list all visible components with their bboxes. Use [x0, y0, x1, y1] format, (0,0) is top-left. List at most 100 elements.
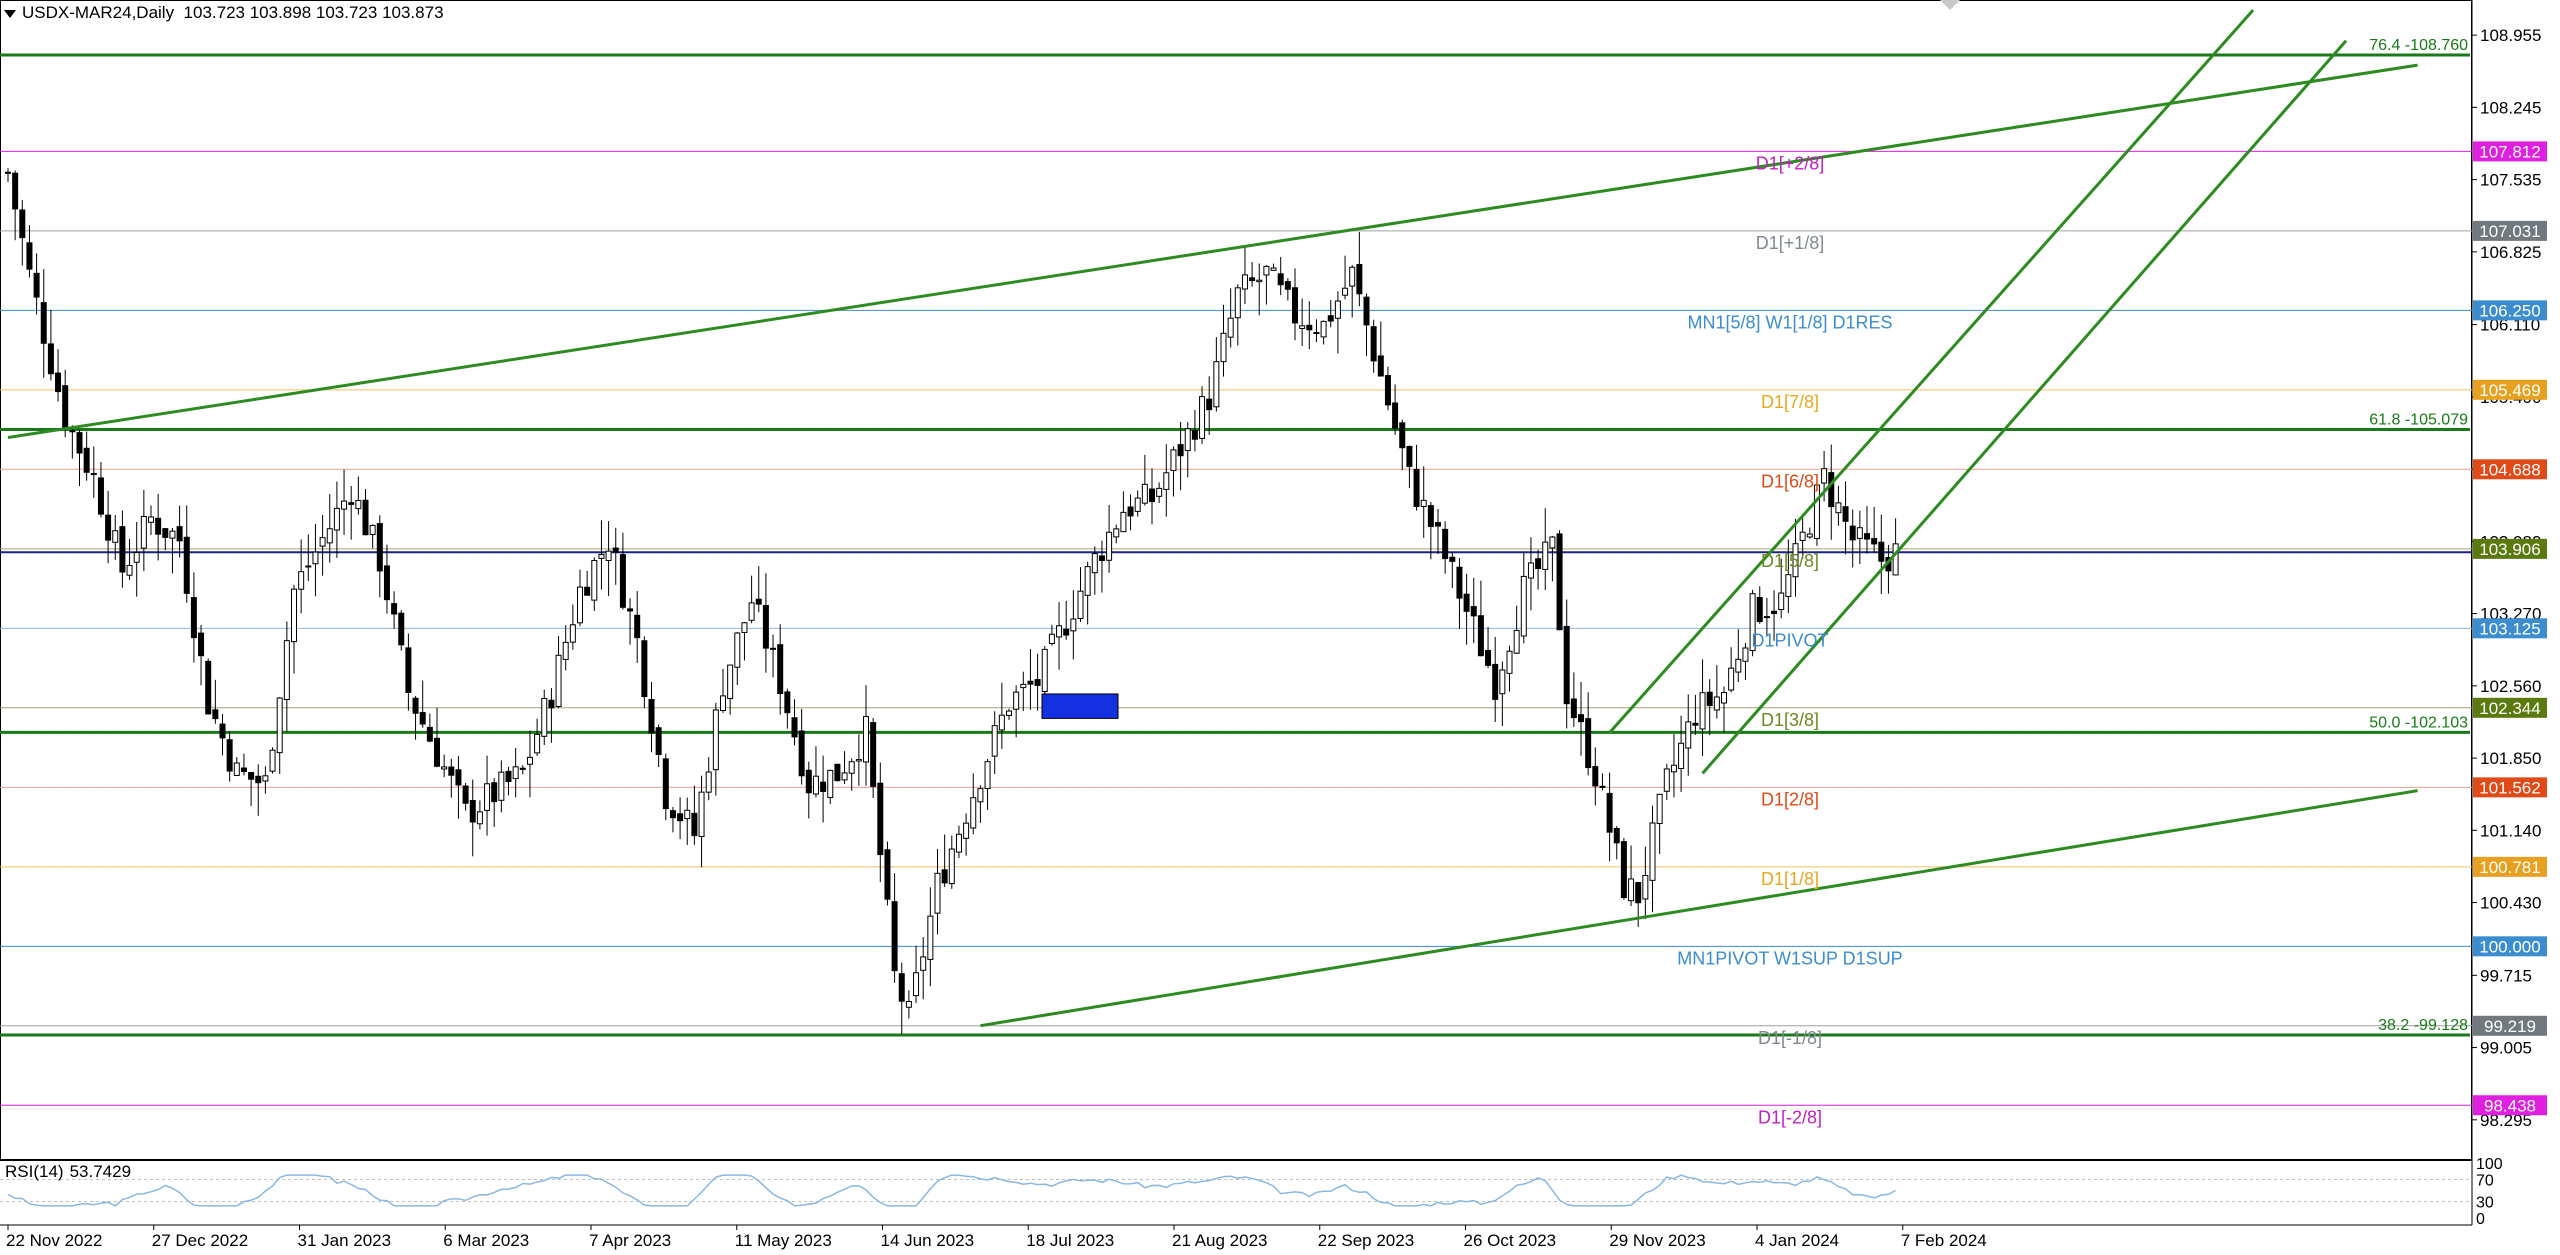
rsi-line [7, 1174, 1896, 1207]
ohlc-values: 103.723 103.898 103.723 103.873 [183, 3, 444, 22]
candle-body [712, 709, 719, 771]
candle-body [905, 1001, 912, 1008]
candle-body [598, 553, 605, 559]
candle-body [1249, 277, 1256, 282]
candle-body [276, 697, 283, 754]
candle-body [1241, 274, 1248, 290]
chart-title: USDX-MAR24,Daily 103.723 103.898 103.723… [4, 2, 444, 24]
candle-body [741, 622, 748, 633]
level-price-tag [2473, 856, 2547, 877]
collapse-triangle-icon[interactable] [4, 9, 16, 18]
candle-body [76, 432, 83, 454]
trend-line[interactable] [1608, 9, 2255, 734]
candle-body [469, 800, 476, 823]
candle-body [1413, 468, 1420, 507]
level-label: D1PIVOT [1751, 630, 1828, 650]
candle-body [19, 209, 26, 239]
shift-marker-icon[interactable] [1940, 0, 1960, 10]
candle-body [834, 763, 841, 782]
trend-line[interactable] [7, 63, 2418, 440]
level-price-tag-text: 98.438 [2484, 1096, 2536, 1115]
candle-body [1492, 663, 1499, 700]
candle-body [984, 761, 991, 790]
candle-body [641, 640, 648, 698]
candle-body [419, 712, 426, 725]
candle-body [762, 604, 769, 649]
candle-body [1778, 592, 1785, 611]
candle-body [555, 654, 562, 708]
candle-body [1384, 375, 1391, 406]
candle-body [1527, 562, 1534, 579]
candle-body [1613, 828, 1620, 844]
candle-body [1756, 596, 1763, 623]
level-price-tag [2473, 697, 2547, 718]
candle-body [455, 769, 462, 786]
candle-body [262, 775, 269, 782]
time-tick-label: 22 Nov 2022 [6, 1231, 102, 1250]
candle-body [383, 565, 390, 601]
candle-body [219, 723, 226, 739]
candle-body [298, 571, 305, 590]
candle-body [1149, 488, 1155, 502]
candle-body [1056, 625, 1063, 638]
time-tick-label: 7 Apr 2023 [589, 1231, 671, 1250]
candle-body [112, 530, 119, 543]
candle-body [648, 699, 655, 734]
candle-body [283, 640, 290, 701]
candle-body [312, 551, 319, 565]
candle-body [1835, 502, 1842, 514]
candle-body [1864, 533, 1870, 540]
symbol-timeframe: USDX-MAR24,Daily [22, 3, 175, 22]
candle-body [927, 915, 934, 960]
candle-body [1599, 785, 1606, 788]
candle-body [462, 785, 469, 804]
candle-body [1048, 633, 1055, 645]
candle-body [1156, 487, 1163, 497]
candle-body [5, 171, 11, 174]
candle-body [913, 972, 920, 997]
time-tick-label: 4 Jan 2024 [1755, 1231, 1839, 1250]
candle-body [1184, 428, 1191, 451]
candle-body [755, 598, 762, 605]
rsi-axis-label: 30 [2476, 1195, 2494, 1212]
candle-body [198, 632, 205, 657]
candle-body [1535, 558, 1542, 570]
candles-layer [5, 168, 1899, 1035]
candle-body [441, 766, 448, 770]
highlight-box[interactable] [1041, 693, 1119, 719]
candle-body [1699, 692, 1706, 730]
price-tick-label: 108.955 [2480, 26, 2541, 45]
time-tick-label: 22 Sep 2023 [1318, 1231, 1414, 1250]
candle-body [176, 526, 183, 542]
candle-body [248, 772, 255, 780]
candle-body [770, 647, 777, 650]
candle-body [677, 813, 684, 822]
trend-line[interactable] [980, 789, 2418, 1028]
candle-body [90, 472, 97, 476]
candle-body [33, 272, 40, 298]
candle-body [1556, 533, 1563, 631]
candle-body [1177, 444, 1184, 457]
candle-body [1277, 273, 1284, 286]
time-tick-label: 6 Mar 2023 [443, 1231, 529, 1250]
level-price-tag-text: 103.125 [2479, 619, 2540, 638]
candle-body [820, 781, 827, 792]
trend-line[interactable] [1701, 39, 2348, 775]
candle-body [1721, 692, 1727, 704]
candle-body [855, 759, 862, 762]
candle-body [1077, 590, 1084, 620]
level-label: MN1PIVOT W1SUP D1SUP [1677, 948, 1902, 968]
candle-body [341, 500, 348, 510]
candle-body [1878, 541, 1885, 562]
candle-body [1828, 472, 1835, 508]
candle-body [1620, 841, 1627, 899]
price-tick-label: 98.295 [2480, 1111, 2532, 1130]
levels-layer [0, 0, 2473, 1226]
rsi-axis-label: 100 [2476, 1156, 2503, 1173]
candle-body [955, 833, 962, 853]
candle-body [870, 722, 877, 787]
level-price-tag-text: 99.219 [2484, 1017, 2536, 1036]
candle-body [1320, 320, 1327, 338]
candle-body [355, 500, 362, 510]
